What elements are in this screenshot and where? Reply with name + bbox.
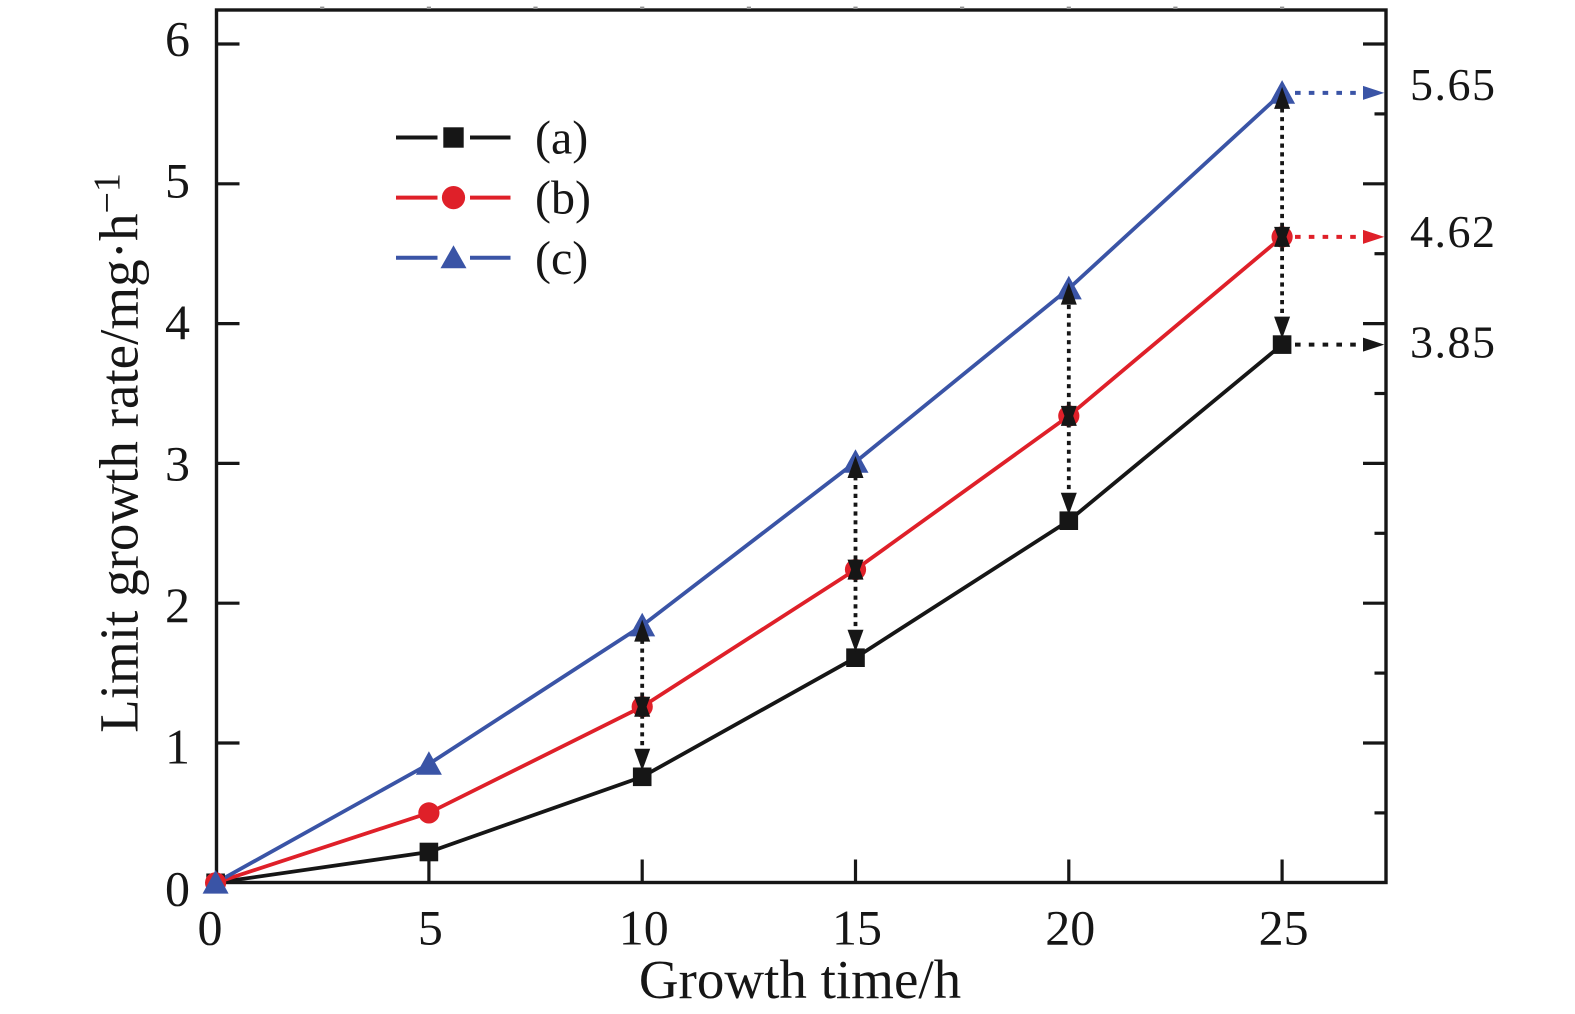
svg-text:3: 3 — [165, 436, 190, 492]
svg-text:4: 4 — [165, 294, 190, 350]
svg-text:2: 2 — [165, 577, 190, 633]
svg-text:Growth time/h: Growth time/h — [639, 949, 961, 1010]
svg-text:15: 15 — [832, 900, 882, 956]
svg-text:6: 6 — [165, 11, 190, 67]
svg-text:(c): (c) — [535, 232, 588, 285]
svg-text:4.62: 4.62 — [1410, 206, 1497, 257]
svg-text:(a): (a) — [535, 112, 588, 165]
svg-text:10: 10 — [619, 900, 669, 956]
svg-text:20: 20 — [1045, 900, 1095, 956]
svg-text:(b): (b) — [535, 172, 591, 225]
svg-text:Limit growth rate/mg·h−1: Limit growth rate/mg·h−1 — [87, 173, 150, 733]
svg-text:3.85: 3.85 — [1410, 317, 1497, 368]
svg-text:0: 0 — [165, 860, 190, 916]
svg-text:5: 5 — [418, 900, 443, 956]
svg-text:0: 0 — [198, 900, 223, 956]
svg-text:1: 1 — [165, 719, 190, 775]
svg-text:5: 5 — [165, 152, 190, 208]
svg-text:5.65: 5.65 — [1410, 59, 1497, 110]
svg-text:25: 25 — [1259, 900, 1309, 956]
